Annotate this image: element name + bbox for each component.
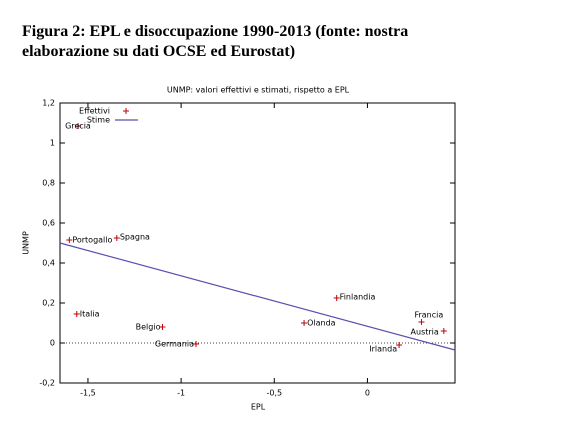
point-label: Olanda bbox=[307, 319, 336, 328]
x-tick-label: -1,5 bbox=[80, 389, 96, 398]
y-tick-label: 1,2 bbox=[42, 99, 55, 108]
point-label: Italia bbox=[80, 310, 100, 319]
point bbox=[75, 123, 82, 129]
y-tick-label: 0,8 bbox=[42, 179, 55, 188]
chart-title: UNMP: valori effettivi e stimati, rispet… bbox=[167, 86, 350, 95]
y-tick-label: 0,2 bbox=[42, 299, 55, 308]
x-tick-label: -1 bbox=[177, 389, 185, 398]
x-tick-label: -0,5 bbox=[266, 389, 282, 398]
heading-line: Figura 2: EPL e disoccupazione 1990-2013… bbox=[22, 23, 409, 40]
point-label: Irlanda bbox=[369, 345, 397, 354]
point bbox=[418, 319, 425, 325]
point-label: Germania bbox=[155, 340, 194, 349]
point bbox=[73, 311, 80, 317]
legend-label: Effettivi bbox=[79, 107, 110, 116]
x-tick-label: 0 bbox=[365, 389, 370, 398]
point bbox=[193, 341, 200, 347]
point bbox=[440, 328, 447, 334]
legend-marker bbox=[123, 108, 129, 114]
x-axis-label: EPL bbox=[251, 403, 266, 412]
point-label: Austria bbox=[411, 328, 439, 337]
fit-line bbox=[59, 242, 456, 351]
point-label: Portogallo bbox=[72, 236, 112, 245]
point-label: Belgio bbox=[136, 323, 161, 332]
point-label: Grecia bbox=[65, 122, 91, 131]
y-tick-label: 1 bbox=[50, 139, 55, 148]
point-label: Francia bbox=[414, 311, 443, 320]
y-tick-label: 0 bbox=[50, 339, 55, 348]
point bbox=[113, 235, 120, 241]
y-tick-label: 0,4 bbox=[42, 259, 55, 268]
point-label: Spagna bbox=[120, 233, 150, 242]
point bbox=[333, 295, 340, 301]
y-axis-label: UNMP bbox=[22, 231, 31, 255]
y-tick-label: -0,2 bbox=[39, 379, 55, 388]
point bbox=[66, 237, 73, 243]
legend-label: Stime bbox=[87, 116, 110, 125]
point bbox=[301, 320, 308, 326]
point-label: Finlandia bbox=[340, 293, 376, 302]
y-tick-label: 0,6 bbox=[42, 219, 55, 228]
plot-frame bbox=[59, 102, 456, 384]
point bbox=[159, 324, 166, 330]
heading: Figura 2: EPL e disoccupazione 1990-2013… bbox=[22, 22, 408, 62]
heading-line: elaborazione su dati OCSE ed Eurostat) bbox=[22, 43, 296, 60]
point bbox=[396, 342, 403, 348]
